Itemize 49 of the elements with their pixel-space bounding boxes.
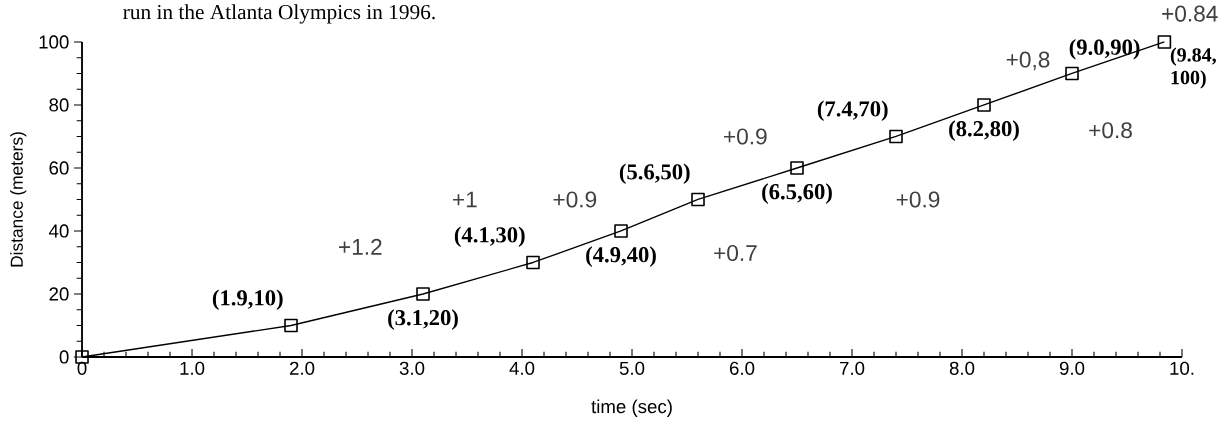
y-axis-title: Distance (meters) bbox=[10, 132, 27, 267]
y-tick-label: 80 bbox=[49, 98, 69, 112]
annotation: (6.5,60) bbox=[762, 183, 832, 204]
x-tick-label: 5.0 bbox=[619, 361, 645, 375]
annotation: (4.9,40) bbox=[586, 246, 656, 267]
annotation: (3.1,20) bbox=[388, 309, 458, 330]
point bbox=[790, 161, 804, 175]
annotation: +1 bbox=[453, 191, 477, 208]
annotation: (4.1,30) bbox=[454, 226, 525, 248]
x-tick-label: 4.0 bbox=[509, 361, 535, 375]
annotation: +1.2 bbox=[339, 238, 382, 255]
annotation: (9.84, 100) bbox=[1170, 47, 1216, 89]
point bbox=[691, 192, 705, 207]
annotation: +0.9 bbox=[724, 128, 767, 145]
point bbox=[889, 129, 903, 144]
x-tick-label: 3.0 bbox=[399, 361, 425, 375]
x-tick-label: 2.0 bbox=[289, 361, 315, 375]
annotation: +0.8 bbox=[1089, 122, 1132, 139]
point bbox=[614, 224, 628, 238]
annotation: +0,8 bbox=[1006, 51, 1050, 71]
annotation: (7.4,70) bbox=[817, 100, 888, 122]
annotation: (8.2,80) bbox=[949, 120, 1019, 141]
x-tick-label: 9.0 bbox=[1059, 361, 1085, 375]
x-tick-label: 8.0 bbox=[949, 361, 975, 375]
y-tick-label: 40 bbox=[48, 224, 69, 238]
annotation: +0.7 bbox=[714, 245, 757, 262]
y-tick-label: 0 bbox=[59, 350, 69, 364]
x-tick-label: 1.0 bbox=[180, 361, 205, 375]
chart-title: run in the Atlanta Olympics in 1996. bbox=[123, 4, 435, 24]
text: +0.84 bbox=[1162, 5, 1218, 22]
point bbox=[284, 318, 298, 333]
x-tick-label: 6.0 bbox=[729, 361, 755, 375]
annotation: +0.9 bbox=[553, 191, 597, 208]
point bbox=[526, 255, 540, 270]
y-tick-label: 20 bbox=[49, 287, 69, 301]
point bbox=[977, 98, 991, 112]
annotation: +0.9 bbox=[896, 191, 940, 208]
annotation: (9.0,90) bbox=[1069, 38, 1140, 60]
x-axis-title: time (sec) bbox=[591, 399, 672, 417]
y-tick-label: 60 bbox=[49, 161, 69, 175]
x-tick-label: 7.0 bbox=[839, 361, 865, 375]
point bbox=[1065, 66, 1079, 81]
y-tick-label: 100 bbox=[39, 35, 69, 49]
x-tick-label: 0 bbox=[77, 361, 87, 375]
x-tick-label: 10. bbox=[1170, 361, 1194, 375]
annotation: (5.6,50) bbox=[619, 163, 690, 185]
annotation: (1.9,10) bbox=[212, 289, 283, 311]
point bbox=[416, 287, 430, 301]
point bbox=[1157, 35, 1172, 49]
